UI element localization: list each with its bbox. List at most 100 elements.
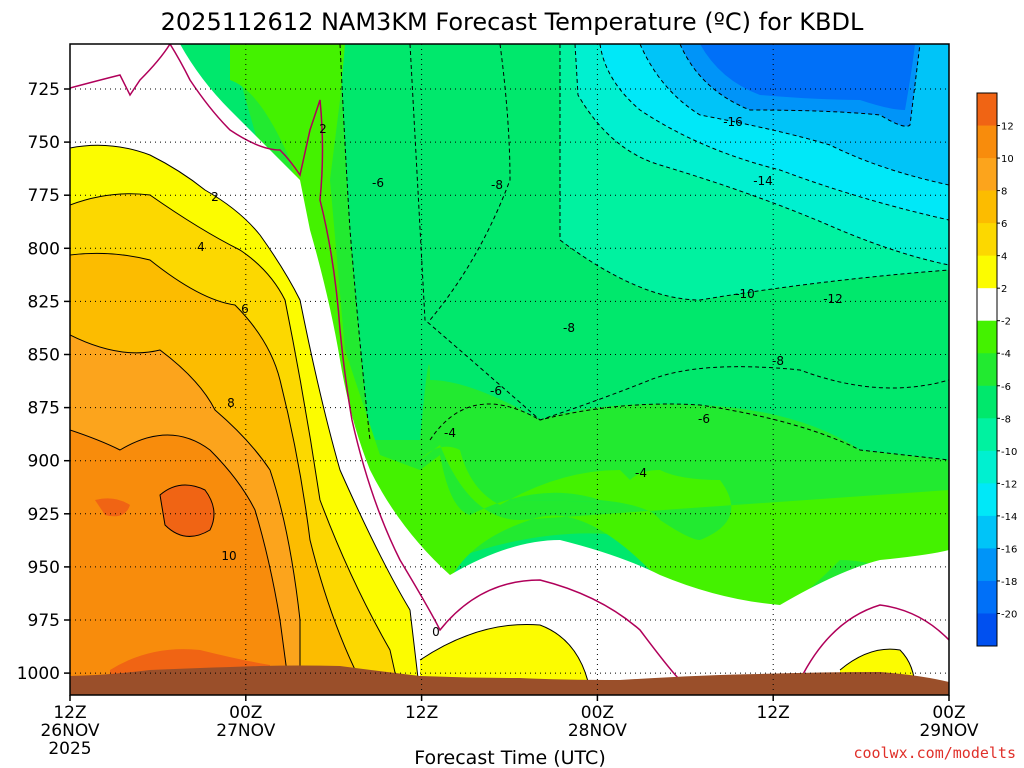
colorbar-swatch <box>977 385 997 419</box>
contour-plus2-b <box>419 623 591 691</box>
contour-label: -12 <box>823 292 843 306</box>
y-tick-label: 825 <box>28 292 60 312</box>
contour-label: -6 <box>698 412 710 426</box>
y-tick-label: 850 <box>28 346 60 366</box>
contour-minus8-b <box>429 44 511 321</box>
colorbar-swatch <box>977 93 997 127</box>
contour-label: -6 <box>372 176 384 190</box>
colorbar-swatch <box>977 580 997 614</box>
contour-plus10 <box>70 429 291 695</box>
fill-minus20 <box>700 44 915 110</box>
colorbar-swatch <box>977 158 997 192</box>
contour-minus6-a <box>339 44 371 441</box>
y-tick-label: 800 <box>28 239 60 259</box>
contour-label: -4 <box>444 426 456 440</box>
contour-label: 6 <box>241 302 249 316</box>
colorbar-label: -14 <box>1001 512 1017 523</box>
x-tick-label: 27NOV <box>216 721 275 741</box>
colorbar-swatch <box>977 483 997 517</box>
contour-plus8 <box>70 334 301 695</box>
contour-label: 10 <box>221 549 236 563</box>
colorbar-label: 6 <box>1001 219 1007 230</box>
x-tick-label: 00Z <box>932 703 965 723</box>
colorbar-swatch <box>977 613 997 647</box>
plot-area <box>70 44 949 695</box>
colorbar-frame <box>976 92 998 647</box>
x-tick-label: 28NOV <box>568 721 627 741</box>
fill-plus12-b <box>95 498 130 517</box>
contour-plus2 <box>70 144 421 695</box>
contour-label: -16 <box>723 115 743 129</box>
y-tick-label: 775 <box>28 186 60 206</box>
chart-title: 2025112612 NAM3KM Forecast Temperature (… <box>161 8 864 36</box>
plot-frame <box>69 43 950 696</box>
colorbar-swatch <box>977 548 997 582</box>
x-axis-label: Forecast Time (UTC) <box>414 747 605 768</box>
colorbar-label: -20 <box>1001 610 1017 621</box>
fill-minus6 <box>230 44 949 605</box>
colorbar-label: -4 <box>1001 349 1011 360</box>
contour-plus6 <box>70 252 361 681</box>
colorbar-swatch <box>977 223 997 257</box>
colorbar-swatch <box>977 190 997 224</box>
contour-minus8-c <box>429 366 949 441</box>
fill-plus10 <box>70 430 290 695</box>
colorbar-swatch <box>977 125 997 159</box>
x-tick-label: 12Z <box>53 703 86 723</box>
x-tick-label: 2025 <box>48 739 91 759</box>
colorbar-swatch <box>977 288 997 322</box>
contour-label: -10 <box>735 287 755 301</box>
positive-contours <box>70 144 916 695</box>
colorbar-label: -6 <box>1001 382 1011 393</box>
contour-plus12 <box>159 484 215 537</box>
contour-label: -8 <box>772 354 784 368</box>
contour-plus2-c <box>839 648 916 691</box>
colorbar-label: -18 <box>1001 577 1017 588</box>
contour-plus4 <box>70 193 401 695</box>
colorbar-label: 4 <box>1001 252 1007 263</box>
contour-label: -8 <box>491 178 503 192</box>
y-axis: 725 750 775 800 825 850 875 900 925 950 975 1000 <box>17 80 70 684</box>
colorbar-label: 2 <box>1001 284 1007 295</box>
y-tick-label: 750 <box>28 133 60 153</box>
colorbar-label: 8 <box>1001 187 1007 198</box>
colorbar-label: -8 <box>1001 414 1011 425</box>
colorbar-swatch <box>977 320 997 354</box>
y-tick-label: 925 <box>28 505 60 525</box>
colorbar-swatch <box>977 418 997 452</box>
y-tick-label: 950 <box>28 558 60 578</box>
credit-link[interactable]: coolwx.com/modelts <box>853 744 1016 762</box>
x-tick-label: 29NOV <box>919 721 978 741</box>
y-tick-label: 900 <box>28 452 60 472</box>
contour-label: 2 <box>211 190 219 204</box>
contour-label: 8 <box>227 396 235 410</box>
contour-label: -8 <box>563 321 575 335</box>
contour-label: -14 <box>753 174 773 188</box>
colorbar-swatch <box>977 515 997 549</box>
gridlines <box>70 44 949 695</box>
contour-label: 2 <box>319 122 327 136</box>
colorbar-swatch <box>977 353 997 387</box>
contour-label: 0 <box>432 625 440 639</box>
contour-minus12 <box>574 44 949 266</box>
y-tick-label: 1000 <box>17 664 60 684</box>
colorbar-label: -12 <box>1001 479 1017 490</box>
colorbar-label: 10 <box>1001 154 1014 165</box>
x-tick-label: 12Z <box>405 703 438 723</box>
colorbar-label: -10 <box>1001 447 1017 458</box>
ground-terrain <box>70 665 949 695</box>
contour-labels: 2 -6 -8 2 4 -16 -14 6 -10 -12 -8 8 -6 -4 -6 -8 -4 10 0 <box>197 115 843 639</box>
colorbar-swatch <box>977 255 997 289</box>
contour-minus10 <box>559 44 949 301</box>
y-tick-label: 975 <box>28 611 60 631</box>
fill-minus4 <box>230 44 949 606</box>
contour-label: -6 <box>490 384 502 398</box>
colorbar-label: 12 <box>1001 122 1014 133</box>
contour-minus8 <box>409 44 949 461</box>
x-tick-label: 12Z <box>757 703 790 723</box>
x-tick-label: 00Z <box>229 703 262 723</box>
colorbar-label: -16 <box>1001 544 1017 555</box>
contour-minus16 <box>639 44 949 186</box>
